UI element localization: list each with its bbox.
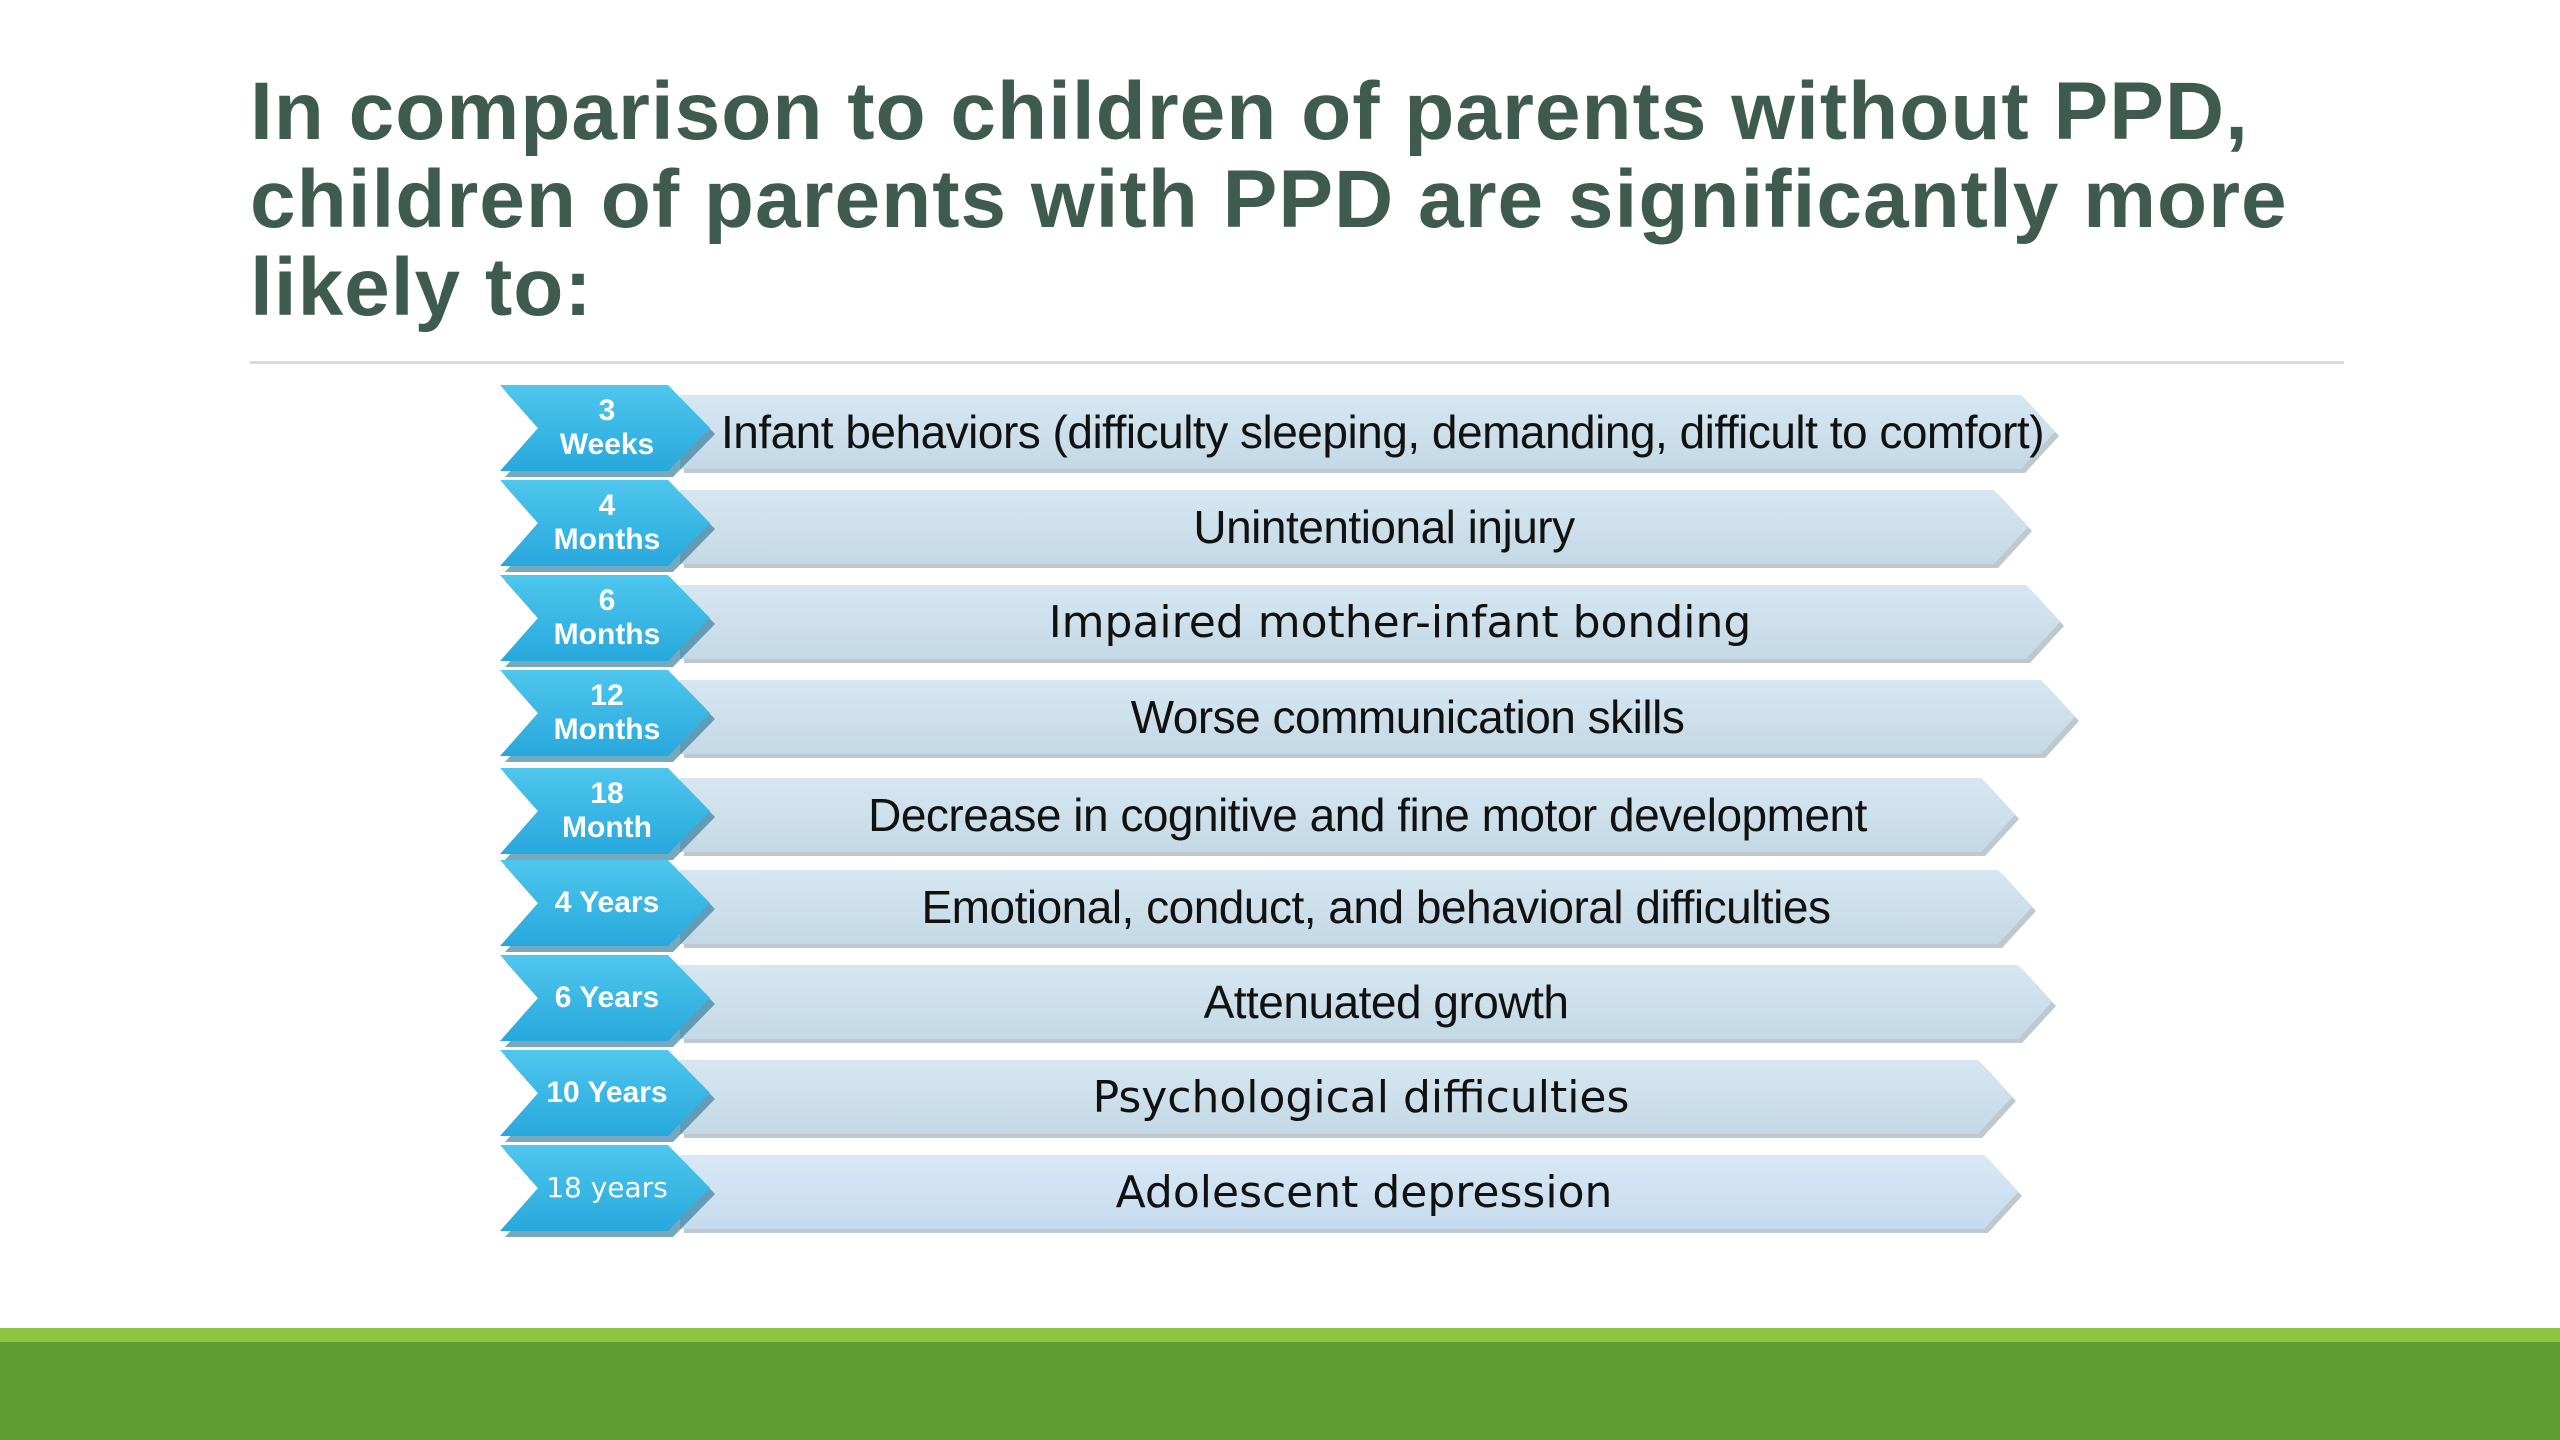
- age-label: 18 years: [546, 1171, 668, 1204]
- age-label: 3 Weeks: [559, 394, 655, 461]
- outcome-label: Emotional, conduct, and behavioral diffi…: [921, 881, 1832, 933]
- outcome-label: Impaired mother-infant bonding: [1048, 596, 1752, 648]
- timeline-row: Infant behaviors (difficulty sleeping, d…: [0, 385, 2560, 477]
- timeline-row: Adolescent depression 18 years: [0, 1145, 2560, 1237]
- timeline-row: Psychological difficulties 10 Years: [0, 1050, 2560, 1142]
- slide-title: In comparison to children of parents wit…: [250, 66, 2288, 333]
- timeline-row: Unintentional injury 4 Months: [0, 480, 2560, 572]
- outcome-label: Infant behaviors (difficulty sleeping, d…: [720, 406, 2045, 458]
- outcome-label: Decrease in cognitive and fine motor dev…: [868, 789, 1867, 841]
- outcome-bar: [680, 965, 2052, 1039]
- footer-band: [0, 1342, 2560, 1440]
- age-label: 18 Month: [562, 777, 652, 844]
- age-label: 10 Years: [546, 1076, 668, 1109]
- outcome-bar: [680, 490, 2028, 564]
- timeline-row: Attenuated growth 6 Years: [0, 955, 2560, 1047]
- outcome-bar: [680, 1060, 2012, 1134]
- outcome-label: Psychological difficulties: [1092, 1071, 1630, 1123]
- title-divider: [250, 361, 2344, 364]
- footer-accent-stripe: [0, 1328, 2560, 1342]
- outcome-bar: [680, 585, 2060, 659]
- outcome-bar: [680, 1155, 2018, 1229]
- timeline-row: Worse communication skills 12 Months: [0, 670, 2560, 762]
- outcome-bar: [680, 778, 2015, 852]
- outcome-bar: [680, 395, 2055, 469]
- age-label: 4 Months: [553, 489, 661, 556]
- outcome-label: Adolescent depression: [1115, 1166, 1613, 1218]
- outcome-label: Unintentional injury: [1193, 501, 1575, 553]
- age-label: 6 Months: [553, 584, 661, 651]
- timeline-row: Impaired mother-infant bonding 6 Months: [0, 575, 2560, 667]
- outcome-label: Worse communication skills: [1130, 691, 1685, 743]
- timeline-row: Decrease in cognitive and fine motor dev…: [0, 768, 2560, 860]
- timeline-row: Emotional, conduct, and behavioral diffi…: [0, 860, 2560, 952]
- outcome-label: Attenuated growth: [1203, 976, 1569, 1028]
- age-label: 6 Years: [554, 981, 660, 1014]
- outcome-bar: [680, 680, 2075, 754]
- age-label: 12 Months: [553, 679, 661, 746]
- outcome-bar: [680, 870, 2032, 944]
- age-label: 4 Years: [554, 886, 660, 919]
